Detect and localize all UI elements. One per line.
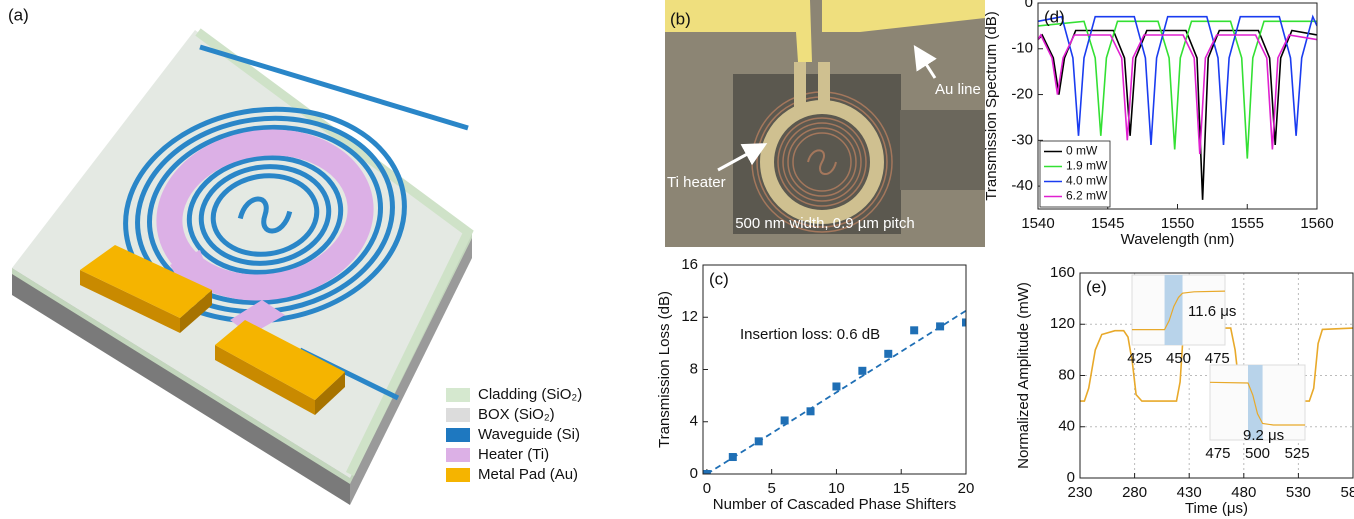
- x-tick-label: 430: [1177, 484, 1202, 501]
- line: [1038, 17, 1317, 145]
- legend-label: BOX (SiO₂): [478, 406, 555, 423]
- legend-swatch: [446, 448, 470, 462]
- inset-tick-label: 475: [1205, 445, 1230, 462]
- annotation: Insertion loss: 0.6 dB: [740, 326, 880, 343]
- y-tick-label: 16: [681, 256, 698, 273]
- legend-label: Cladding (SiO₂): [478, 386, 582, 403]
- point: [910, 326, 918, 334]
- y-tick-label: 4: [690, 413, 698, 430]
- point: [936, 322, 944, 330]
- annotation: Ti heater: [667, 174, 726, 191]
- legend-swatch: [446, 428, 470, 442]
- panel-label: (d): [1044, 7, 1065, 26]
- plot-frame: [703, 265, 966, 474]
- y-tick-label: 120: [1050, 315, 1075, 332]
- point: [807, 407, 815, 415]
- x-tick-label: 20: [958, 480, 975, 497]
- y-tick-label: 40: [1058, 418, 1075, 435]
- inset-tick-label: 450: [1166, 350, 1191, 367]
- x-tick-label: 0: [703, 480, 711, 497]
- point: [781, 416, 789, 424]
- x-tick-label: 230: [1067, 484, 1092, 501]
- y-tick-label: 160: [1050, 264, 1075, 281]
- y-tick-label: 8: [690, 360, 698, 377]
- legend-label: Heater (Ti): [478, 446, 549, 463]
- x-tick-label: 15: [893, 480, 910, 497]
- point: [729, 453, 737, 461]
- inset-tick-label: 500: [1245, 445, 1270, 462]
- y-axis-label: Transmission Loss (dB): [656, 291, 673, 448]
- x-tick-label: 480: [1231, 484, 1256, 501]
- figure: (a) Cladding (SiO₂) BOX (SiO₂) Waveguide (…: [0, 0, 1354, 519]
- panel-label: (c): [709, 269, 729, 288]
- x-tick-label: 10: [828, 480, 845, 497]
- x-axis-label: Wavelength (nm): [1121, 231, 1235, 248]
- x-tick-label: 530: [1286, 484, 1311, 501]
- legend-swatch: [446, 468, 470, 482]
- inset-annotation: 9.2 μs: [1243, 427, 1284, 444]
- y-tick-label: 0: [690, 465, 698, 482]
- x-tick-label: 1545: [1091, 215, 1124, 232]
- x-tick-label: 1550: [1161, 215, 1194, 232]
- legend-label: 0 mW: [1066, 144, 1098, 158]
- legend-label: 1.9 mW: [1066, 159, 1108, 173]
- x-axis-label: Number of Cascaded Phase Shifters: [713, 496, 956, 513]
- x-tick-label: 280: [1122, 484, 1147, 501]
- annotation: Au line: [935, 81, 981, 98]
- micrograph: [665, 0, 985, 247]
- device-schematic: [12, 30, 472, 505]
- legend-swatch: [446, 388, 470, 402]
- inset-tick-label: 425: [1127, 350, 1152, 367]
- legend-swatch: [446, 408, 470, 422]
- legend-label: Waveguide (Si): [478, 426, 580, 443]
- x-tick-label: 580: [1340, 484, 1354, 501]
- point: [858, 367, 866, 375]
- legend-label: 4.0 mW: [1066, 174, 1108, 188]
- y-tick-label: 12: [681, 308, 698, 325]
- y-tick-label: -10: [1011, 40, 1033, 57]
- panel-label: (a): [8, 5, 29, 24]
- y-axis-label: Normalized Amplitude (mW): [1015, 282, 1032, 469]
- page: {"panel_a": {"label": "(a)", "legend": […: [0, 0, 1354, 519]
- point: [755, 437, 763, 445]
- inset-tick-label: 525: [1285, 445, 1310, 462]
- legend-label: 6.2 mW: [1066, 189, 1108, 203]
- point: [832, 382, 840, 390]
- y-tick-label: 80: [1058, 366, 1075, 383]
- x-tick-label: 1540: [1021, 215, 1054, 232]
- inset-shade: [1165, 275, 1183, 345]
- panel-label: (e): [1086, 277, 1107, 296]
- y-tick-label: -30: [1011, 131, 1033, 148]
- y-axis-label: Transmission Spectrum (dB): [983, 11, 1000, 201]
- y-tick-label: -20: [1011, 86, 1033, 103]
- x-tick-label: 1560: [1300, 215, 1333, 232]
- y-tick-label: 0: [1025, 0, 1033, 11]
- y-tick-label: -40: [1011, 177, 1033, 194]
- x-tick-label: 1555: [1231, 215, 1264, 232]
- legend-label: Metal Pad (Au): [478, 466, 578, 483]
- legend: Cladding (SiO₂) BOX (SiO₂) Waveguide (Si) H…: [446, 386, 582, 483]
- x-tick-label: 5: [767, 480, 775, 497]
- annotation: 500 nm width, 0.9 µm pitch: [735, 215, 915, 232]
- inset-annotation: 11.6 μs: [1188, 303, 1236, 320]
- point: [884, 350, 892, 358]
- inset-tick-label: 475: [1205, 350, 1230, 367]
- x-axis-label: Time (μs): [1185, 500, 1248, 517]
- panel-label: (b): [670, 9, 691, 28]
